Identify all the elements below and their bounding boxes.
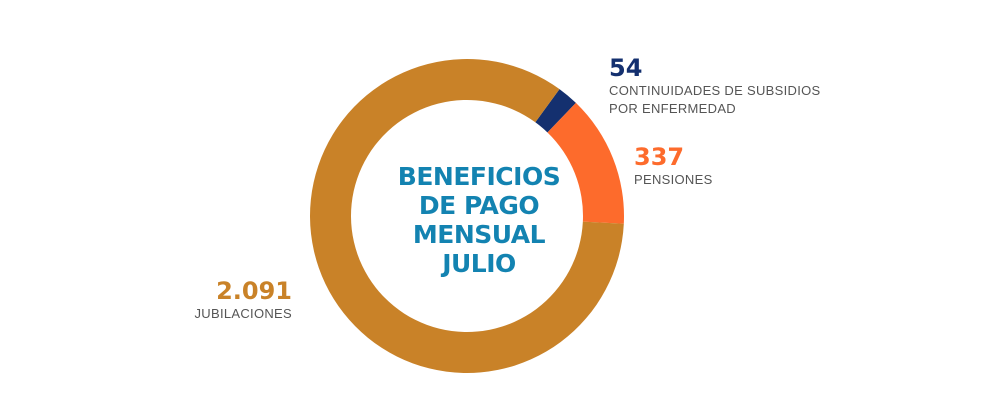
- center-title-line-2: DE PAGO: [418, 191, 540, 220]
- data-label-jubilaciones: 2.091 JUBILACIONES: [176, 277, 292, 323]
- data-name-subsidios-line-1: CONTINUIDADES DE SUBSIDIOS: [609, 83, 821, 98]
- chart-center-title: BENEFICIOS DE PAGO MENSUAL JULIO: [358, 162, 600, 278]
- data-name-jubilaciones: JUBILACIONES: [194, 306, 292, 321]
- center-title-line-1: BENEFICIOS: [397, 162, 561, 191]
- data-name-subsidios-line-2: POR ENFERMEDAD: [609, 101, 736, 116]
- donut-slice-subsidios: [535, 89, 576, 133]
- donut-slice-pensiones: [547, 102, 624, 224]
- data-label-subsidios: 54 CONTINUIDADES DE SUBSIDIOS POR ENFERM…: [609, 54, 849, 118]
- data-value-subsidios: 54: [609, 54, 643, 82]
- data-label-pensiones: 337 PENSIONES: [634, 143, 834, 189]
- data-value-pensiones: 337: [634, 143, 685, 171]
- data-value-jubilaciones: 2.091: [216, 277, 292, 305]
- data-name-pensiones: PENSIONES: [634, 172, 713, 187]
- center-title-line-4: JULIO: [442, 249, 516, 278]
- center-title-line-3: MENSUAL: [412, 220, 546, 249]
